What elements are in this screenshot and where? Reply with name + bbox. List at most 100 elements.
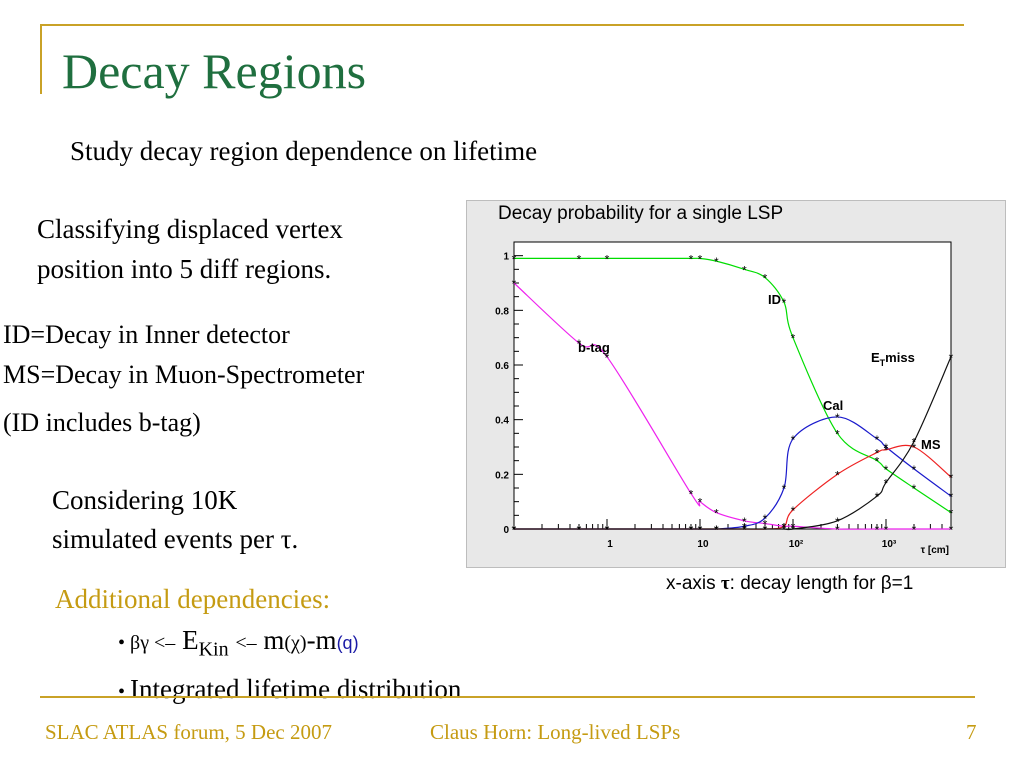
- betagamma-text: βγ <–: [130, 632, 176, 654]
- data-point-b-tag: *: [782, 520, 787, 534]
- data-point-ms: *: [782, 520, 787, 534]
- data-point-ms: *: [912, 441, 917, 455]
- data-point-b-tag: *: [875, 523, 880, 537]
- data-point-e-tmiss: *: [835, 515, 840, 529]
- data-point-cal: *: [763, 512, 768, 526]
- data-point-cal: *: [512, 523, 517, 537]
- data-point-ms: *: [742, 523, 747, 537]
- data-point-ms: *: [835, 468, 840, 482]
- data-point-b-tag: *: [698, 496, 703, 510]
- arrow-text: <–: [235, 632, 257, 654]
- data-point-ms: *: [512, 523, 517, 537]
- series-label-e-tmiss: ETmiss: [871, 350, 915, 368]
- classify-line-1: Classifying displaced vertex: [37, 214, 343, 244]
- chart-title: Decay probability for a single LSP: [498, 203, 784, 224]
- data-point-e-tmiss: *: [742, 523, 747, 537]
- considering-line-2: simulated events per τ.: [52, 524, 299, 554]
- series-label-b-tag: b-tag: [578, 340, 610, 355]
- data-point-cal: *: [698, 523, 703, 537]
- data-point-b-tag: *: [949, 523, 954, 537]
- data-point-id: *: [605, 252, 610, 266]
- data-point-id: *: [949, 507, 954, 521]
- mass-text: m(χ)-m(q): [263, 625, 359, 655]
- data-point-e-tmiss: *: [577, 523, 582, 537]
- x-tick-label: 10³: [882, 539, 897, 550]
- data-point-ms: *: [605, 523, 610, 537]
- data-point-e-tmiss: *: [884, 477, 889, 491]
- frame-left-rule: [40, 24, 42, 94]
- plot-area: [513, 241, 952, 530]
- data-point-ms: *: [577, 523, 582, 537]
- data-point-b-tag: *: [512, 277, 517, 291]
- data-point-cal: *: [835, 411, 840, 425]
- data-point-e-tmiss: *: [875, 490, 880, 504]
- x-tick-label: 10: [697, 539, 709, 550]
- data-point-e-tmiss: *: [689, 523, 694, 537]
- slide-subtitle: Study decay region dependence on lifetim…: [70, 136, 538, 166]
- data-point-ms: *: [689, 523, 694, 537]
- data-point-cal: *: [605, 523, 610, 537]
- series-label-id: ID: [768, 292, 781, 307]
- data-point-id: *: [714, 255, 719, 269]
- considering-line-1: Considering 10K: [52, 485, 238, 515]
- series-label-cal: Cal: [823, 398, 843, 413]
- footer-rule: [40, 696, 975, 698]
- data-point-ms: *: [949, 471, 954, 485]
- data-point-id: *: [698, 252, 703, 266]
- data-point-b-tag: *: [791, 520, 796, 534]
- data-point-e-tmiss: *: [698, 523, 703, 537]
- chart-caption: x-axis τ: decay length for β=1: [666, 573, 914, 594]
- data-point-ms: *: [714, 523, 719, 537]
- data-point-b-tag: *: [835, 523, 840, 537]
- series-line-e-tmiss: [514, 356, 952, 531]
- data-point-b-tag: *: [742, 515, 747, 529]
- data-point-cal: *: [577, 523, 582, 537]
- data-point-ms: *: [763, 523, 768, 537]
- data-point-id: *: [884, 463, 889, 477]
- classify-line-2: position into 5 diff regions.: [37, 254, 332, 284]
- x-axis-label: τ [cm]: [921, 545, 949, 556]
- y-tick-label: 0.4: [495, 416, 509, 427]
- bullet-2-text: Integrated lifetime distribution: [130, 674, 462, 705]
- footer-author: Claus Horn: Long-lived LSPs: [430, 720, 681, 744]
- data-point-cal: *: [949, 490, 954, 504]
- data-point-e-tmiss: *: [512, 523, 517, 537]
- bullet-dot: •: [118, 681, 131, 704]
- x-tick-label: 10²: [789, 539, 804, 550]
- y-tick-label: 0.6: [495, 361, 509, 372]
- data-point-e-tmiss: *: [763, 523, 768, 537]
- data-point-e-tmiss: *: [949, 351, 954, 365]
- y-tick-label: 0.2: [495, 470, 509, 481]
- data-point-cal: *: [714, 523, 719, 537]
- classify-text: Classifying displaced vertex position in…: [37, 209, 343, 289]
- data-point-id: *: [782, 296, 787, 310]
- data-point-e-tmiss: *: [782, 523, 787, 537]
- data-point-id: *: [912, 482, 917, 496]
- ekin-symbol: EKin: [182, 625, 229, 661]
- data-point-b-tag: *: [605, 351, 610, 365]
- data-point-cal: *: [689, 523, 694, 537]
- slide-title: Decay Regions: [62, 43, 367, 99]
- data-point-id: *: [875, 455, 880, 469]
- data-point-e-tmiss: *: [791, 523, 796, 537]
- data-point-id: *: [512, 252, 517, 266]
- bullet-list: • βγ <– EKin <– m(χ)-m(q) • Integrated l…: [118, 620, 461, 712]
- def-id: ID=Decay in Inner detector: [3, 320, 290, 349]
- data-point-ms: *: [884, 444, 889, 458]
- data-point-cal: *: [782, 482, 787, 496]
- y-tick-label: 1: [503, 252, 509, 263]
- data-point-e-tmiss: *: [605, 523, 610, 537]
- data-point-b-tag: *: [689, 487, 694, 501]
- data-point-cal: *: [875, 433, 880, 447]
- data-point-id: *: [791, 332, 796, 346]
- additional-dependencies-heading: Additional dependencies:: [55, 584, 331, 614]
- data-point-b-tag: *: [912, 523, 917, 537]
- bullet-dot: •: [118, 632, 131, 654]
- data-point-b-tag: *: [884, 523, 889, 537]
- region-definitions: ID=Decay in Inner detector MS=Decay in M…: [3, 315, 364, 395]
- data-point-ms: *: [875, 446, 880, 460]
- y-tick-label: 0: [503, 525, 509, 536]
- considering-text: Considering 10K simulated events per τ.: [52, 481, 298, 559]
- frame-top-rule: [40, 24, 964, 26]
